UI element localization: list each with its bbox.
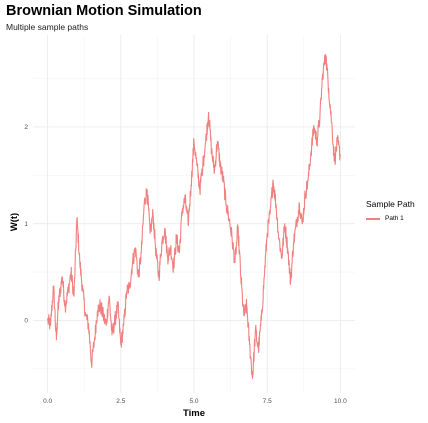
x-tick-label: 10.0 [334, 398, 347, 405]
y-tick-label: 2 [24, 124, 28, 131]
legend-title: Sample Path [366, 199, 415, 209]
y-axis-title: W(t) [9, 213, 20, 231]
x-axis-title: Time [183, 408, 205, 419]
y-tick-label: 0 [24, 318, 28, 325]
legend-key [366, 217, 380, 220]
legend: Sample Path Path 1 [366, 199, 415, 222]
x-tick-labels: 0.0 2.5 5.0 7.5 10.0 [43, 398, 347, 405]
series-line [47, 53, 341, 380]
x-tick-label: 7.5 [263, 398, 272, 405]
x-tick-label: 0.0 [43, 398, 52, 405]
y-tick-labels: 0 1 2 [24, 124, 28, 325]
legend-item: Path 1 [366, 215, 415, 222]
major-gridlines [33, 35, 355, 393]
legend-label: Path 1 [385, 215, 404, 222]
chart-title: Brownian Motion Simulation [6, 3, 202, 19]
y-tick-label: 1 [24, 221, 28, 228]
x-tick-label: 2.5 [116, 398, 125, 405]
x-tick-label: 5.0 [189, 398, 198, 405]
legend-items: Path 1 [366, 215, 415, 222]
chart-subtitle: Multiple sample paths [6, 22, 89, 32]
series-layer [47, 53, 341, 380]
